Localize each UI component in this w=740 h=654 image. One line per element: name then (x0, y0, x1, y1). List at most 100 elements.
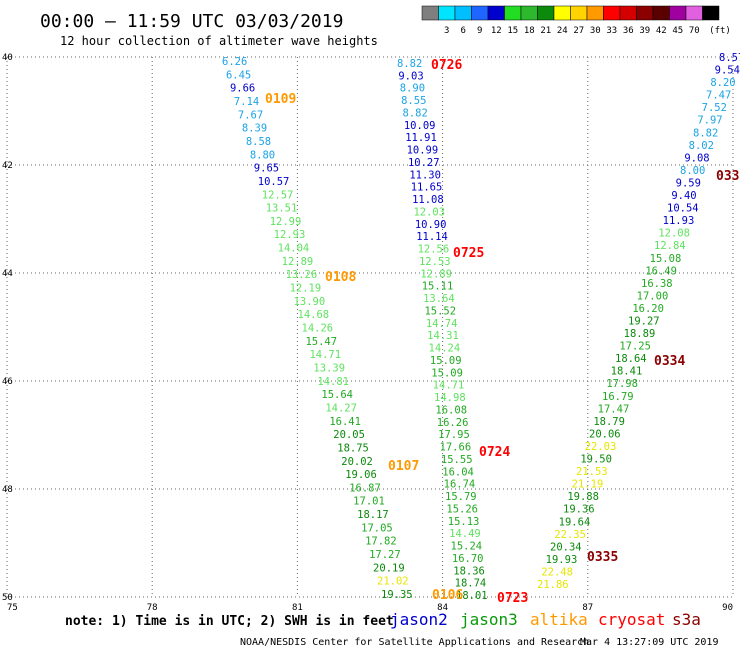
lat-tick-label: 48 (2, 485, 13, 495)
wave-height-value: 16.04 (442, 466, 474, 478)
wave-height-value: 12.89 (282, 256, 314, 268)
legend-swatch (487, 5, 505, 21)
wave-height-value: 22.35 (554, 529, 586, 541)
lat-tick-label: 50 (2, 593, 13, 603)
satellite-tracks: 6.266.459.667.147.678.398.588.809.6510.5… (222, 52, 740, 602)
wave-height-value: 14.81 (317, 376, 349, 388)
wave-height-value: 20.06 (589, 428, 621, 440)
wave-height-value: 16.38 (641, 278, 673, 290)
wave-height-value: 14.26 (302, 323, 334, 335)
wave-height-value: 11.14 (416, 231, 448, 243)
satellite-name-altika: altika (530, 610, 588, 629)
pass-time-label: 0335 (587, 550, 618, 565)
legend-swatch (586, 5, 604, 21)
wave-height-value: 8.20 (710, 77, 735, 89)
wave-height-value: 14.24 (429, 343, 461, 355)
wave-height-value: 7.52 (702, 102, 727, 114)
wave-height-value: 18.74 (455, 578, 487, 590)
wave-height-value: 11.91 (405, 132, 437, 144)
wave-height-value: 21.53 (576, 466, 608, 478)
legend-bin-label: 3 (444, 26, 449, 36)
legend-swatch (570, 5, 588, 21)
wave-height-value: 15.79 (445, 491, 477, 503)
wave-height-value: 16.74 (444, 479, 476, 491)
pass-time-label: 0725 (453, 246, 484, 261)
wave-height-value: 15.55 (441, 454, 473, 466)
wave-height-value: 8.57 (719, 52, 740, 64)
legend-swatch (504, 5, 522, 21)
wave-height-value: 11.93 (663, 215, 695, 227)
wave-height-value: 19.27 (628, 316, 660, 328)
wave-height-value: 7.14 (234, 96, 259, 108)
legend-bin-label: 45 (672, 26, 683, 36)
wave-height-value: 17.05 (361, 522, 393, 534)
lon-tick-label: 84 (437, 603, 448, 613)
lat-tick-label: 46 (2, 377, 13, 387)
wave-height-value: 17.01 (353, 496, 385, 508)
wave-height-value: 17.66 (440, 442, 472, 454)
wave-height-value: 19.88 (567, 491, 599, 503)
legend-bin-label: 12 (491, 26, 502, 36)
wave-height-value: 7.97 (697, 115, 722, 127)
wave-height-value: 16.26 (437, 417, 469, 429)
wave-height-value: 19.36 (563, 504, 595, 516)
lon-tick-label: 81 (292, 603, 303, 613)
satellite-name-cryosat: cryosat (598, 610, 665, 629)
wave-height-value: 21.19 (572, 479, 604, 491)
lat-tick-label: 40 (2, 53, 13, 63)
wave-height-value: 10.57 (258, 176, 290, 188)
legend-swatch (454, 5, 472, 21)
legend-unit-label: (ft) (709, 26, 731, 36)
wave-height-value: 17.25 (619, 341, 651, 353)
wave-height-value: 19.35 (381, 589, 413, 601)
wave-height-value: 21.02 (377, 576, 409, 588)
wave-height-value: 15.08 (650, 253, 682, 265)
legend-swatch (603, 5, 621, 21)
pass-time-label: 033 (716, 169, 739, 184)
wave-height-value: 15.09 (431, 367, 463, 379)
pass-time-label: 0724 (479, 445, 510, 460)
legend-bin-label: 24 (557, 26, 568, 36)
wave-height-value: 17.98 (606, 378, 638, 390)
wave-height-value: 11.08 (412, 194, 444, 206)
wave-height-value: 9.54 (715, 65, 740, 77)
wave-height-value: 15.52 (424, 305, 456, 317)
wave-height-value: 12.84 (654, 240, 686, 252)
wave-height-value: 18.79 (593, 416, 625, 428)
satellite-legend: jason2 jason3 altika cryosat s3a (390, 610, 701, 629)
legend-bin-label: 15 (507, 26, 518, 36)
map-title: 00:00 – 11:59 UTC 03/03/2019 (40, 11, 343, 32)
pass-time-label: 0106 (432, 588, 463, 603)
wave-height-value: 14.49 (449, 528, 481, 540)
wave-height-value: 19.06 (345, 469, 377, 481)
pass-time-label: 0108 (325, 270, 356, 285)
wave-height-value: 9.40 (671, 190, 696, 202)
wave-height-value: 9.59 (676, 177, 701, 189)
wave-height-value: 15.47 (305, 336, 337, 348)
wave-height-value: 16.20 (632, 303, 664, 315)
wave-height-value: 15.26 (446, 503, 478, 515)
wave-height-value: 13.64 (423, 293, 455, 305)
wave-height-value: 21.86 (537, 579, 569, 591)
wave-height-value: 8.39 (242, 123, 267, 135)
wave-height-value: 10.54 (667, 203, 699, 215)
wave-height-value: 20.19 (373, 562, 405, 574)
wave-height-value: 12.56 (418, 244, 450, 256)
wave-height-value: 12.99 (270, 216, 302, 228)
wave-height-value: 10.09 (404, 120, 436, 132)
wave-height-value: 13.26 (286, 269, 318, 281)
wave-height-value: 17.95 (438, 429, 470, 441)
pass-time-label: 0723 (497, 591, 528, 606)
legend-swatch (421, 5, 439, 21)
wave-height-value: 20.34 (550, 541, 582, 553)
footer-credit: NOAA/NESDIS Center for Satellite Applica… (240, 637, 589, 648)
wave-height-value: 16.87 (349, 482, 381, 494)
legend-bin-label: 30 (590, 26, 601, 36)
legend-swatch (652, 5, 670, 21)
wave-height-value: 14.04 (278, 243, 310, 255)
wave-height-value: 8.02 (689, 140, 714, 152)
wave-height-value: 18.17 (357, 509, 389, 521)
legend-bin-label: 70 (689, 26, 700, 36)
